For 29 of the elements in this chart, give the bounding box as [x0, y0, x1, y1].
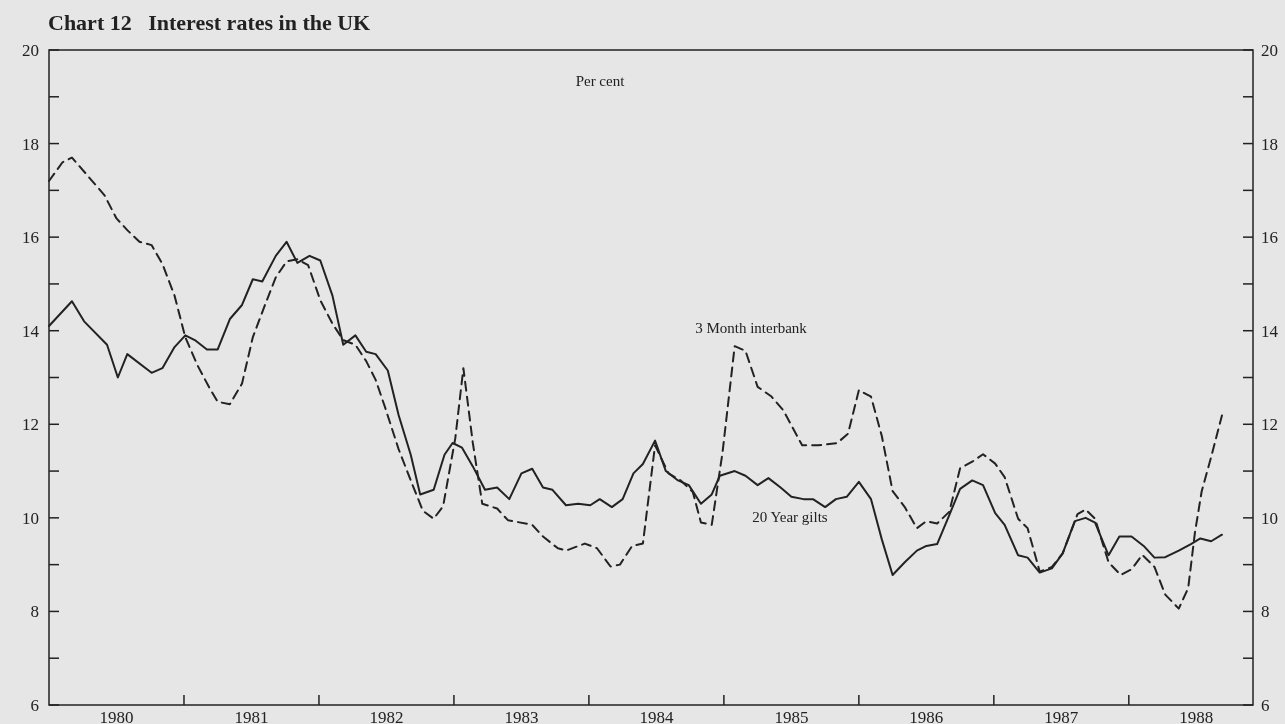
series-label: 20 Year gilts — [752, 509, 828, 525]
chart-title: Chart 12 Interest rates in the UK — [48, 10, 371, 35]
y-axis-title: Per cent — [575, 73, 626, 89]
x-tick-label: 1987 — [1044, 708, 1079, 724]
y-tick-label: 8 — [30, 602, 39, 622]
y-tick-label: 14 — [22, 321, 40, 341]
y2-tick-label: 8 — [1261, 602, 1270, 622]
y-tick-label: 18 — [22, 134, 39, 154]
y-tick-label: 12 — [22, 415, 39, 435]
x-tick-label: 1984 — [639, 708, 674, 724]
y2-tick-label: 16 — [1261, 228, 1278, 248]
y2-tick-label: 10 — [1261, 508, 1278, 528]
y2-tick-label: 20 — [1261, 41, 1278, 60]
y2-tick-label: 12 — [1261, 415, 1278, 435]
x-tick-label: 1985 — [774, 708, 809, 724]
x-tick-label: 1983 — [504, 708, 539, 724]
y-tick-label: 16 — [22, 228, 39, 248]
y2-tick-label: 6 — [1261, 696, 1270, 715]
y-tick-label: 20 — [22, 41, 39, 60]
x-tick-label: 1980 — [99, 708, 134, 724]
y2-tick-label: 14 — [1261, 321, 1279, 341]
series-label: 3 Month interbank — [695, 320, 808, 336]
y2-tick-label: 18 — [1261, 134, 1278, 154]
y-tick-label: 6 — [30, 696, 39, 715]
x-tick-label: 1986 — [909, 708, 944, 724]
x-tick-label: 1982 — [369, 708, 404, 724]
y-tick-label: 10 — [22, 508, 39, 528]
x-tick-label: 1988 — [1179, 708, 1214, 724]
x-tick-label: 1981 — [234, 708, 269, 724]
